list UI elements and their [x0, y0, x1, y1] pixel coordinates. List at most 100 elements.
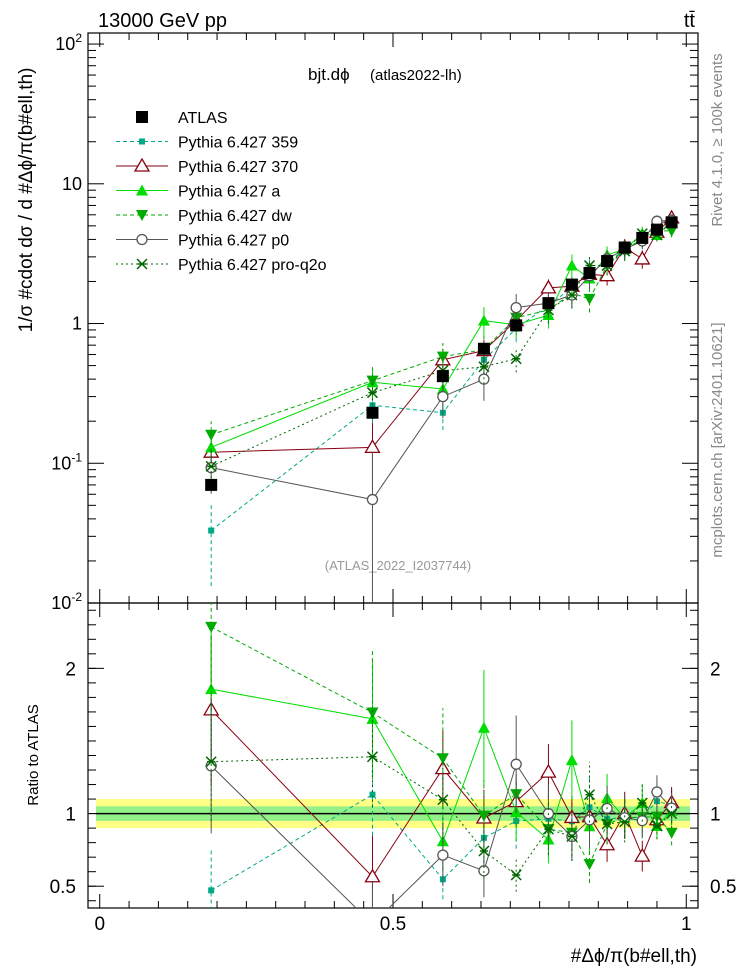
data-point — [366, 406, 379, 419]
legend: ATLAS Pythia 6.427 359 Pythia 6.427 370 Pyt… — [116, 110, 327, 274]
ratio-tick-label-right: 1 — [710, 805, 721, 826]
legend-label: Pythia 6.427 370 — [178, 159, 298, 176]
y-tick-label: 102 — [55, 31, 82, 54]
ratio-point — [205, 621, 218, 633]
x-tick-label: 0 — [94, 914, 105, 935]
data-point — [364, 439, 381, 453]
ratio-point — [651, 786, 663, 798]
data-point — [542, 297, 555, 310]
x-axis-label: #Δϕ/π(b#ell,th) — [571, 946, 697, 967]
x-tick-label: 1 — [681, 914, 692, 935]
ratio-point — [650, 811, 663, 823]
ratio-point — [477, 810, 490, 822]
legend-label: ATLAS — [178, 110, 228, 127]
data-point — [510, 301, 522, 314]
legend-label: Pythia 6.427 dw — [178, 208, 292, 225]
ratio-tick-label: 0.5 — [50, 877, 76, 898]
ratio-point — [565, 754, 578, 766]
data-point — [366, 493, 379, 506]
y-tick-label: 1 — [72, 314, 82, 334]
data-point — [208, 527, 215, 534]
data-point — [665, 225, 678, 237]
ratio-point — [205, 756, 217, 768]
mcplots-label: mcplots.cern.ch [arXiv:2401.10621] — [709, 322, 726, 557]
ratio-series-6 — [205, 702, 678, 892]
series-0 — [205, 216, 678, 492]
legend-marker — [136, 210, 148, 221]
legend-marker — [136, 258, 148, 270]
ratio-point — [566, 830, 578, 843]
data-point — [205, 460, 217, 472]
main-series-layer — [203, 209, 680, 603]
ratio-point — [477, 721, 490, 733]
legend-marker — [136, 184, 148, 196]
ratio-point — [437, 849, 449, 861]
data-point — [436, 351, 449, 363]
ratio-point — [636, 797, 648, 809]
data-point — [583, 266, 596, 279]
legend-marker — [139, 138, 145, 145]
legend-label: Pythia 6.427 a — [178, 184, 280, 201]
data-point — [205, 429, 218, 441]
analysis-watermark: (ATLAS_2022_I2037744) — [325, 558, 471, 573]
ratio-point — [583, 789, 596, 801]
ratio-tick-label-right: 2 — [710, 659, 721, 680]
data-point — [540, 279, 557, 294]
header-left: 13000 GeV pp — [98, 10, 227, 32]
ratio-point — [367, 919, 377, 929]
data-point — [478, 361, 490, 373]
y-tick-label: 10-2 — [51, 590, 82, 613]
data-point — [369, 402, 376, 409]
legend-label: Pythia 6.427 359 — [178, 135, 298, 152]
y-tick-label: 10 — [62, 174, 82, 194]
ratio-point — [619, 816, 631, 828]
ratio-point — [510, 758, 522, 770]
data-point — [510, 319, 523, 332]
ratio-point — [583, 814, 596, 826]
data-point — [366, 387, 379, 399]
data-point — [634, 250, 651, 265]
ratio-point — [364, 868, 381, 883]
legend-marker — [133, 157, 151, 172]
data-point — [650, 223, 663, 236]
data-point — [636, 231, 649, 244]
ratio-point — [510, 869, 522, 881]
data-point — [366, 375, 379, 387]
data-point — [618, 241, 631, 254]
ratio-point — [601, 818, 613, 830]
series-line — [211, 217, 672, 453]
legend-label: Pythia 6.427 pro-q2o — [178, 257, 327, 274]
y-tick-label: 10-1 — [51, 450, 82, 473]
ratio-point — [369, 791, 376, 798]
x-tick-label: 0.5 — [380, 914, 406, 935]
data-point — [566, 289, 578, 301]
ratio-tick-label: 2 — [65, 659, 76, 680]
ratio-point — [665, 827, 678, 839]
data-point — [665, 216, 678, 229]
data-point — [437, 390, 449, 403]
data-point — [436, 370, 449, 383]
ratio-axis-label: Ratio to ATLAS — [25, 704, 42, 805]
rivet-label: Rivet 4.1.0, ≥ 100k events — [709, 53, 726, 226]
ratio-point — [437, 794, 449, 806]
ratio-point — [478, 865, 490, 877]
ratio-series-layer — [203, 603, 680, 929]
ratio-tick-label: 1 — [65, 805, 76, 826]
legend-marker — [136, 233, 148, 246]
y-axis-label: 1/σ #cdot dσ / d #Δϕ/π(b#ell,th) — [16, 68, 37, 333]
ratio-point — [666, 808, 678, 820]
header-right: tt̄ — [684, 10, 696, 32]
plot-title: bjt.dϕ — [308, 65, 350, 84]
ratio-point — [478, 845, 490, 857]
ratio-point — [208, 887, 215, 894]
data-point — [565, 259, 578, 271]
ratio-point — [651, 820, 663, 832]
ratio-point — [366, 751, 379, 763]
data-point — [205, 478, 218, 491]
data-point — [510, 353, 522, 365]
data-point — [477, 342, 490, 355]
legend-marker — [136, 111, 148, 123]
ratio-point — [366, 707, 379, 719]
data-point — [601, 255, 614, 268]
